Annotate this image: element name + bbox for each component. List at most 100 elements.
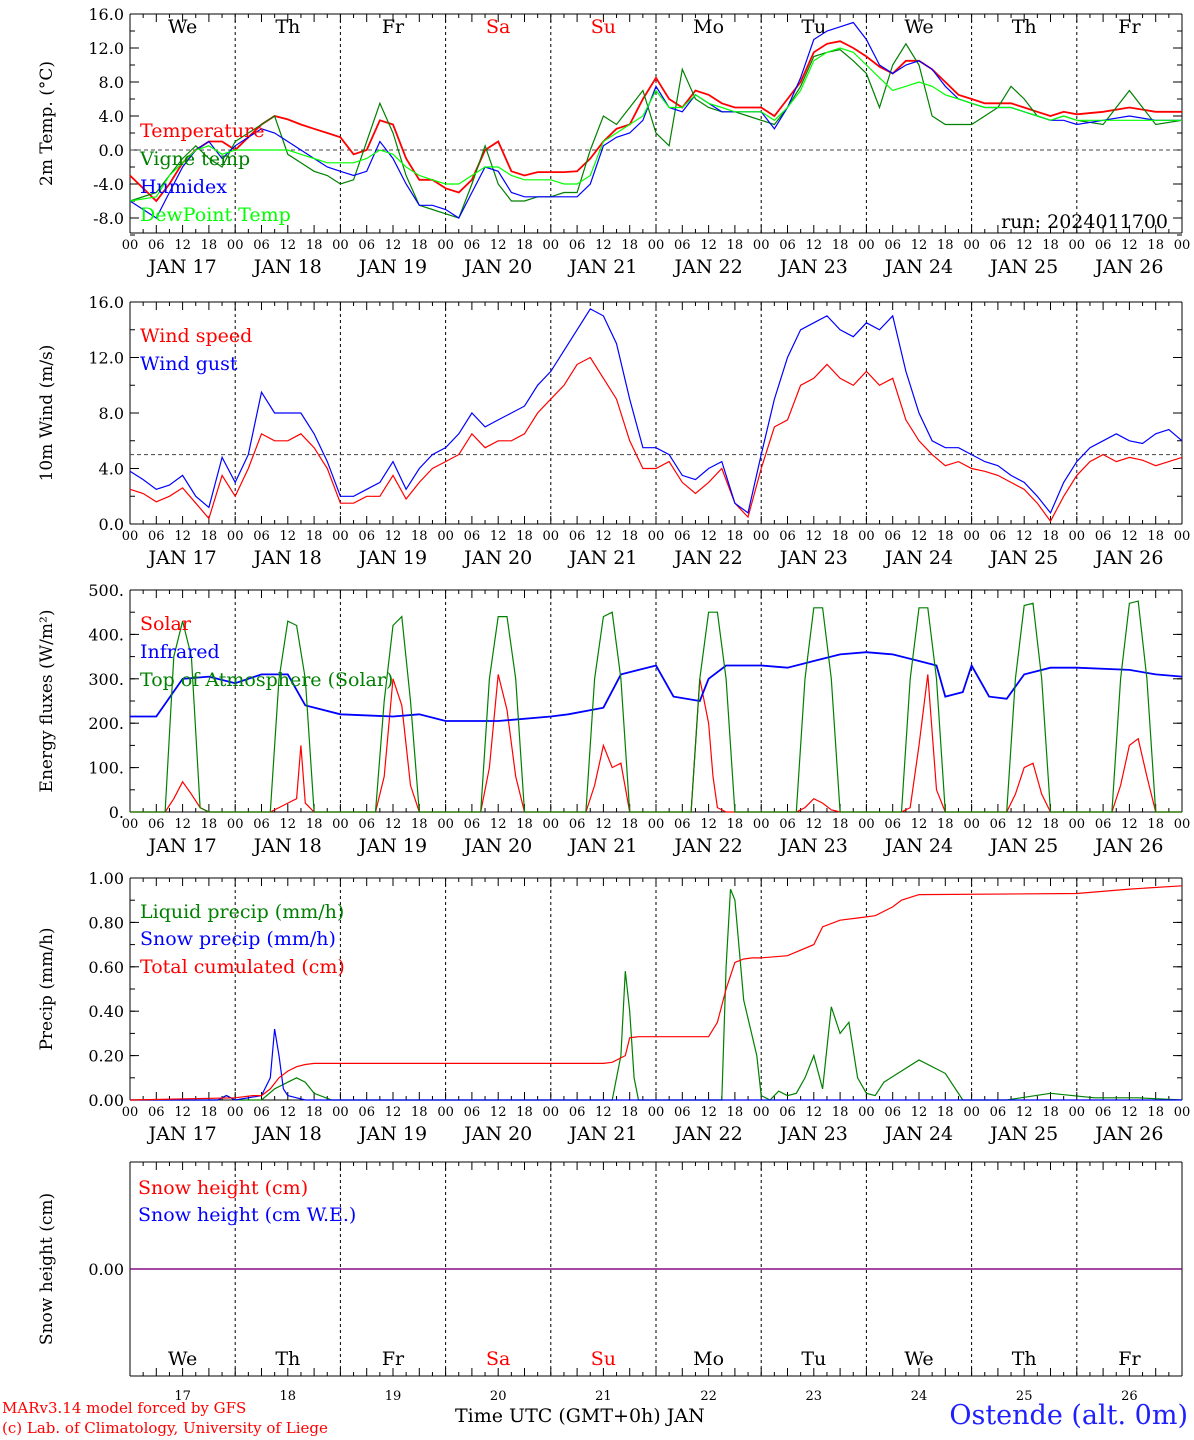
hour-tick-label: 00 bbox=[753, 1105, 770, 1120]
hour-tick-label: 00 bbox=[753, 817, 770, 832]
series-line bbox=[129, 47, 1182, 202]
date-label: JAN 18 bbox=[252, 1123, 322, 1145]
hour-tick-label: 12 bbox=[385, 817, 402, 832]
date-label: JAN 26 bbox=[1093, 547, 1163, 569]
hour-tick-label: 12 bbox=[911, 1105, 928, 1120]
series-line bbox=[130, 888, 1183, 1101]
hour-tick-label: 00 bbox=[963, 1105, 980, 1120]
hour-tick-label: 18 bbox=[201, 1105, 218, 1120]
hour-tick-label: 18 bbox=[621, 817, 638, 832]
weekday-label: Sa bbox=[486, 1348, 510, 1370]
hour-tick-label: 00 bbox=[1174, 817, 1191, 832]
hour-tick-label: 06 bbox=[884, 238, 901, 253]
legend-entry: Wind speed bbox=[140, 325, 252, 347]
weekday-label: We bbox=[904, 1348, 933, 1370]
hour-tick-label: 06 bbox=[464, 817, 481, 832]
weekday-label: We bbox=[904, 16, 933, 38]
y-tick-label: 8.0 bbox=[99, 73, 124, 92]
hour-tick-label: 18 bbox=[621, 529, 638, 544]
hour-tick-label: 06 bbox=[990, 1105, 1007, 1120]
hour-tick-label: 06 bbox=[569, 817, 586, 832]
hour-tick-label: 00 bbox=[858, 529, 875, 544]
y-tick-label: -4.0 bbox=[93, 175, 124, 194]
hour-tick-label: 00 bbox=[437, 529, 454, 544]
hour-tick-label: 12 bbox=[280, 529, 297, 544]
y-tick-label: -8.0 bbox=[93, 209, 124, 228]
date-label: JAN 20 bbox=[462, 256, 532, 278]
y-tick-label: 4.0 bbox=[99, 460, 124, 479]
legend-entry: Humidex bbox=[140, 176, 227, 198]
hour-tick-label: 06 bbox=[779, 238, 796, 253]
day-number-label: 20 bbox=[490, 1389, 507, 1404]
hour-tick-label: 18 bbox=[727, 529, 744, 544]
hour-tick-label: 12 bbox=[1016, 238, 1033, 253]
date-label: JAN 19 bbox=[357, 547, 427, 569]
y-tick-label: 12.0 bbox=[88, 349, 124, 368]
series-line bbox=[130, 600, 1182, 813]
hour-tick-label: 00 bbox=[1174, 1105, 1191, 1120]
day-number-label: 17 bbox=[174, 1389, 191, 1404]
y-tick-label: 16.0 bbox=[88, 293, 124, 312]
legend-entry: Snow precip (mm/h) bbox=[140, 928, 336, 950]
hour-tick-label: 12 bbox=[911, 238, 928, 253]
hour-tick-label: 00 bbox=[1069, 817, 1086, 832]
date-label: JAN 24 bbox=[883, 256, 953, 278]
hour-tick-label: 06 bbox=[1095, 238, 1112, 253]
weekday-label: Su bbox=[591, 1348, 616, 1370]
hour-tick-label: 00 bbox=[332, 1105, 349, 1120]
date-label: JAN 25 bbox=[988, 1123, 1058, 1145]
hour-tick-label: 12 bbox=[174, 1105, 191, 1120]
hour-tick-label: 00 bbox=[1174, 238, 1191, 253]
legend-entry: Liquid precip (mm/h) bbox=[140, 901, 344, 923]
hour-tick-label: 00 bbox=[227, 817, 244, 832]
hour-tick-label: 18 bbox=[1042, 817, 1059, 832]
hour-tick-label: 18 bbox=[1147, 529, 1164, 544]
date-label: JAN 18 bbox=[252, 547, 322, 569]
hour-tick-label: 06 bbox=[569, 238, 586, 253]
weekday-label: Tu bbox=[801, 1348, 826, 1370]
y-tick-label: 0.00 bbox=[88, 1091, 124, 1110]
date-label: JAN 24 bbox=[883, 835, 953, 857]
hour-tick-label: 12 bbox=[1016, 1105, 1033, 1120]
hour-tick-label: 12 bbox=[174, 238, 191, 253]
weekday-label: Fr bbox=[1118, 1348, 1141, 1370]
series-line bbox=[129, 308, 1183, 515]
hour-tick-label: 12 bbox=[700, 817, 717, 832]
hour-tick-label: 12 bbox=[490, 238, 507, 253]
date-label: JAN 23 bbox=[778, 256, 848, 278]
y-tick-label: 500. bbox=[88, 581, 124, 600]
weekday-label: Mo bbox=[693, 16, 724, 38]
weekday-label: Th bbox=[275, 16, 300, 38]
y-tick-label: 0.20 bbox=[88, 1047, 124, 1066]
hour-tick-label: 12 bbox=[490, 1105, 507, 1120]
time-axis-label: Time UTC (GMT+0h) JAN bbox=[455, 1405, 705, 1427]
date-label: JAN 22 bbox=[673, 256, 743, 278]
hour-tick-label: 18 bbox=[832, 529, 849, 544]
hour-tick-label: 12 bbox=[595, 529, 612, 544]
hour-tick-label: 06 bbox=[674, 1105, 691, 1120]
hour-tick-label: 06 bbox=[253, 817, 270, 832]
hour-tick-label: 00 bbox=[648, 529, 665, 544]
hour-tick-label: 12 bbox=[385, 1105, 402, 1120]
y-tick-label: 100. bbox=[88, 759, 124, 778]
weekday-label: Th bbox=[1012, 1348, 1037, 1370]
hour-tick-label: 12 bbox=[385, 238, 402, 253]
hour-tick-label: 00 bbox=[122, 529, 139, 544]
date-label: JAN 26 bbox=[1093, 256, 1163, 278]
panel-3: 0. 100. 200. 300. 400. 500. Energy fluxes (W/m… bbox=[37, 581, 1190, 857]
hour-tick-label: 18 bbox=[1147, 238, 1164, 253]
y-tick-label: 4.0 bbox=[99, 107, 124, 126]
date-label: JAN 21 bbox=[567, 547, 637, 569]
hour-tick-label: 12 bbox=[595, 238, 612, 253]
hour-tick-label: 18 bbox=[411, 238, 428, 253]
y-tick-label: 0.0 bbox=[99, 515, 124, 534]
hour-tick-label: 06 bbox=[674, 238, 691, 253]
date-label: JAN 24 bbox=[883, 547, 953, 569]
date-label: JAN 18 bbox=[252, 835, 322, 857]
hour-tick-label: 18 bbox=[1042, 529, 1059, 544]
hour-tick-label: 18 bbox=[201, 529, 218, 544]
hour-tick-label: 12 bbox=[595, 1105, 612, 1120]
hour-tick-label: 06 bbox=[358, 1105, 375, 1120]
hour-tick-label: 06 bbox=[1095, 1105, 1112, 1120]
hour-tick-label: 18 bbox=[1042, 238, 1059, 253]
